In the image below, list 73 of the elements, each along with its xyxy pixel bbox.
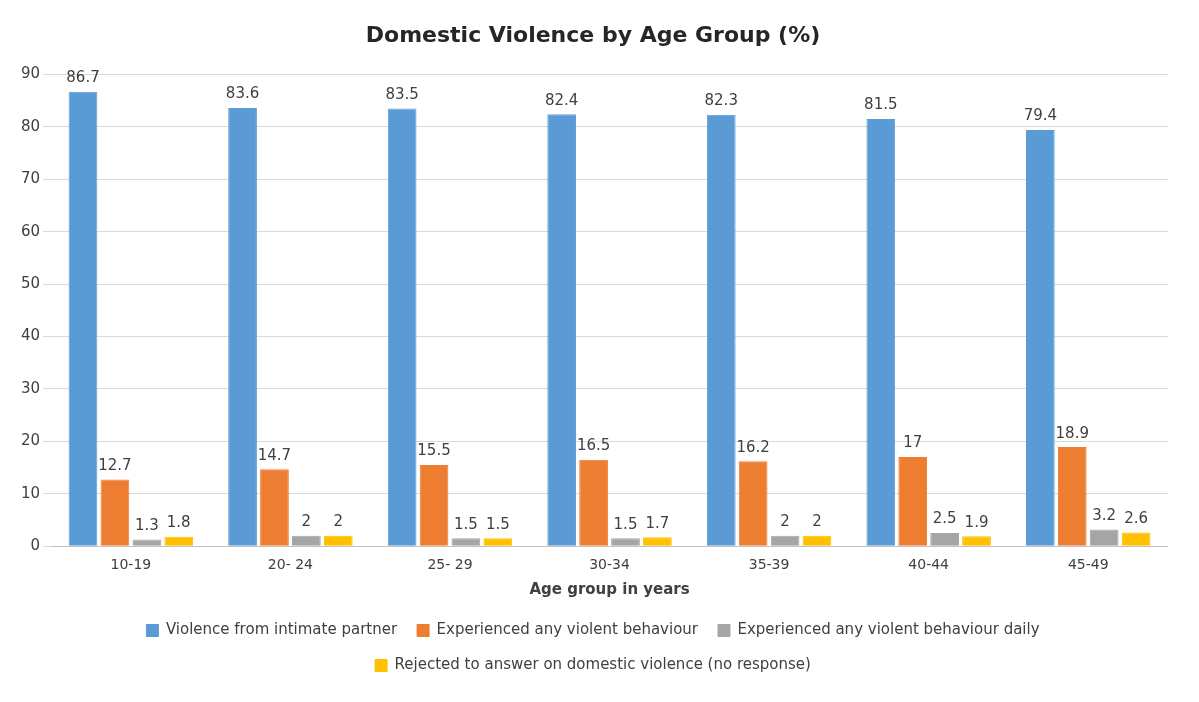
y-tick-label: 50 [20,273,41,292]
y-tick-label: 20 [20,431,41,450]
x-tick-label: 30-34 [589,556,630,573]
data-label: 2 [780,512,790,531]
data-label: 16.5 [576,436,611,455]
y-tick-label: 40 [20,326,41,345]
y-tick-label: 10 [20,483,41,502]
data-label: 81.5 [864,95,898,114]
bar [132,539,162,546]
bar [387,108,417,546]
x-axis-title: Age group in years [529,579,690,598]
legend-label: Rejected to answer on domestic violence (no response) [394,655,811,674]
data-label: 1.5 [613,514,638,533]
bar [643,537,672,546]
bar [706,114,736,546]
bar [962,536,991,546]
data-label: 3.2 [1092,505,1117,524]
data-label: 1.8 [166,513,191,532]
data-label: 1.9 [964,512,989,531]
bar [930,533,959,546]
bar [866,118,896,546]
data-label: 15.5 [417,441,451,460]
bar [419,464,449,546]
bar [738,461,768,546]
data-label: 17 [903,433,923,452]
bar [100,479,130,546]
data-label: 18.9 [1055,423,1089,442]
bar [1057,447,1087,546]
data-label: 82.3 [704,91,738,110]
bar [1025,129,1055,546]
data-label: 2.6 [1124,508,1149,527]
bar [260,469,289,546]
bar [1089,529,1119,546]
bar [68,91,98,546]
data-label: 1.5 [485,514,510,533]
data-label: 1.7 [645,513,670,532]
bar [451,538,481,546]
data-label: 82.4 [544,90,579,109]
bar [323,535,353,546]
data-label: 1.3 [134,515,159,534]
bar [547,114,577,546]
x-tick-label: 40-44 [908,556,950,573]
y-tick-label: 70 [20,169,41,188]
data-label: 2 [812,512,822,531]
data-label: 2.5 [932,509,957,528]
bar [579,459,608,546]
x-tick-label: 25- 29 [427,556,473,573]
data-label: 83.6 [225,84,260,103]
y-tick-label: 60 [20,221,41,240]
x-tick-label: 45-49 [1067,556,1109,573]
data-label: 2 [333,512,344,531]
bar [898,457,928,546]
y-tick-label: 30 [20,378,41,397]
bar [611,538,640,546]
bar [292,535,321,546]
y-tick-label: 0 [30,536,41,555]
x-tick-label: 20- 24 [267,556,314,573]
legend-label: Experienced any violent behaviour daily [737,620,1040,639]
data-label: 1.5 [454,514,478,533]
y-tick-label: 80 [20,116,41,135]
legend-label: Violence from intimate partner [165,620,398,639]
x-tick-label: 35-39 [748,556,790,573]
data-label: 16.2 [736,437,770,456]
data-label: 14.7 [257,445,292,464]
x-tick-label: 10-19 [110,556,152,573]
chart-title: Domestic Violence by Age Group (%) [365,21,821,47]
y-tick-label: 90 [20,64,41,83]
data-label: 83.5 [385,84,419,103]
legend-label: Experienced any violent behaviour [436,620,699,639]
data-label: 79.4 [1023,106,1058,125]
data-label: 86.7 [66,68,100,87]
data-label: 12.7 [98,456,132,475]
data-label: 2 [301,512,312,531]
